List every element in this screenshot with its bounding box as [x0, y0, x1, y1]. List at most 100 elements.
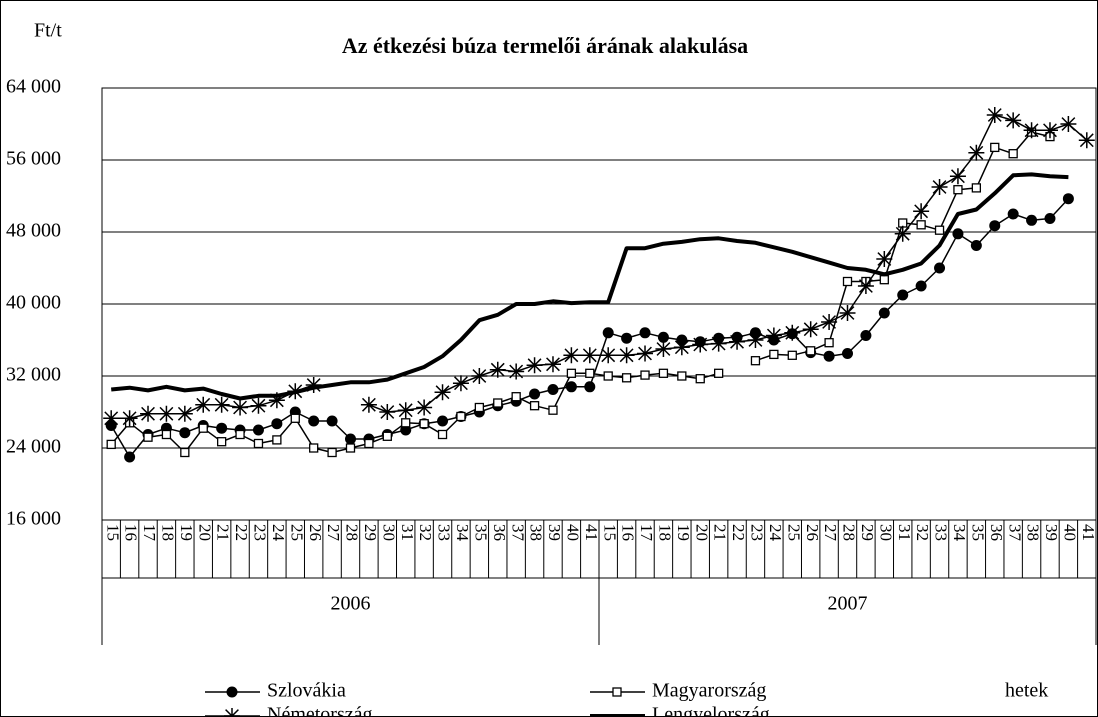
y-tick-label: 40 000	[6, 292, 61, 314]
marker	[802, 321, 819, 338]
x-tick-label: 18	[656, 524, 675, 541]
marker	[986, 107, 1003, 123]
marker	[565, 381, 577, 393]
marker	[787, 350, 797, 360]
x-tick-label: 26	[306, 524, 325, 541]
y-tick-label: 32 000	[6, 364, 61, 386]
marker	[765, 327, 782, 344]
marker	[637, 345, 654, 362]
x-tick-label: 35	[471, 524, 490, 541]
marker	[603, 371, 613, 381]
x-tick-label: 25	[287, 524, 306, 541]
chart-title: Az étkezési búza termelői árának alakulá…	[342, 33, 748, 58]
y-tick-label: 48 000	[6, 220, 61, 242]
x-tick-label: 15	[103, 524, 122, 541]
marker	[401, 418, 411, 428]
x-tick-label: 38	[1024, 524, 1043, 541]
x-tick-label: 24	[269, 524, 288, 542]
legend-label: Németország	[267, 704, 373, 717]
marker	[931, 179, 948, 195]
marker	[989, 220, 1001, 232]
marker	[990, 142, 1000, 153]
marker	[548, 405, 558, 415]
marker	[821, 314, 838, 330]
marker	[290, 413, 300, 423]
marker	[106, 439, 116, 450]
marker	[949, 168, 966, 185]
marker	[806, 346, 816, 356]
x-tick-label: 27	[821, 524, 840, 542]
marker	[655, 341, 672, 357]
marker	[612, 687, 622, 697]
marker	[252, 424, 264, 436]
x-tick-label: 28	[840, 524, 859, 541]
marker	[382, 431, 392, 441]
marker	[326, 415, 338, 427]
marker	[621, 373, 632, 383]
marker	[327, 447, 337, 458]
group-label: 2007	[828, 593, 868, 615]
marker	[621, 332, 633, 344]
marker	[437, 415, 449, 427]
marker	[419, 419, 429, 429]
marker	[544, 356, 561, 373]
x-tick-label: 32	[416, 524, 435, 541]
x-tick-label: 38	[527, 524, 546, 541]
x-tick-label: 20	[692, 524, 711, 541]
marker	[434, 384, 451, 401]
marker	[842, 348, 853, 359]
marker	[750, 356, 761, 366]
marker	[710, 335, 727, 352]
x-tick-label: 33	[932, 524, 951, 541]
marker	[271, 418, 283, 430]
x-tick-label: 17	[637, 524, 656, 542]
marker	[769, 349, 779, 360]
legend-label: Szlovákia	[267, 680, 346, 702]
x-tick-label: 19	[674, 524, 693, 541]
x-tick-label: 34	[453, 524, 472, 542]
marker	[309, 443, 319, 453]
marker	[970, 240, 982, 251]
x-tick-label: 26	[803, 524, 822, 541]
marker	[161, 429, 172, 440]
marker	[673, 339, 690, 356]
marker	[143, 432, 153, 442]
x-tick-label: 16	[619, 524, 638, 541]
marker	[345, 433, 356, 445]
x-tick-label: 18	[159, 524, 178, 541]
x-tick-label: 40	[563, 524, 582, 541]
marker	[934, 262, 946, 274]
marker	[839, 305, 856, 321]
marker	[952, 228, 964, 240]
marker	[489, 361, 506, 378]
marker	[195, 396, 212, 413]
marker	[713, 368, 724, 378]
x-tick-label: 24	[766, 524, 785, 542]
marker	[226, 686, 238, 698]
marker	[584, 381, 596, 393]
y-tick-label: 56 000	[6, 148, 61, 170]
marker	[1041, 122, 1058, 139]
marker	[213, 396, 230, 413]
x-tick-label: 39	[1042, 524, 1061, 541]
marker	[216, 437, 227, 447]
marker	[360, 396, 377, 413]
marker	[585, 368, 595, 378]
marker	[176, 405, 193, 422]
marker	[915, 280, 927, 292]
x-tick-label: 28	[343, 524, 362, 541]
x-tick-label: 23	[748, 524, 767, 541]
marker	[1007, 208, 1019, 220]
marker	[529, 401, 540, 411]
marker	[677, 371, 687, 381]
marker	[1026, 214, 1038, 226]
marker	[272, 435, 282, 445]
x-tick-label: 29	[858, 524, 877, 541]
marker	[916, 220, 926, 230]
legend-label: Lengyelország	[652, 704, 770, 717]
marker	[471, 368, 488, 384]
marker	[602, 327, 614, 339]
marker	[729, 333, 746, 350]
marker	[563, 347, 580, 364]
